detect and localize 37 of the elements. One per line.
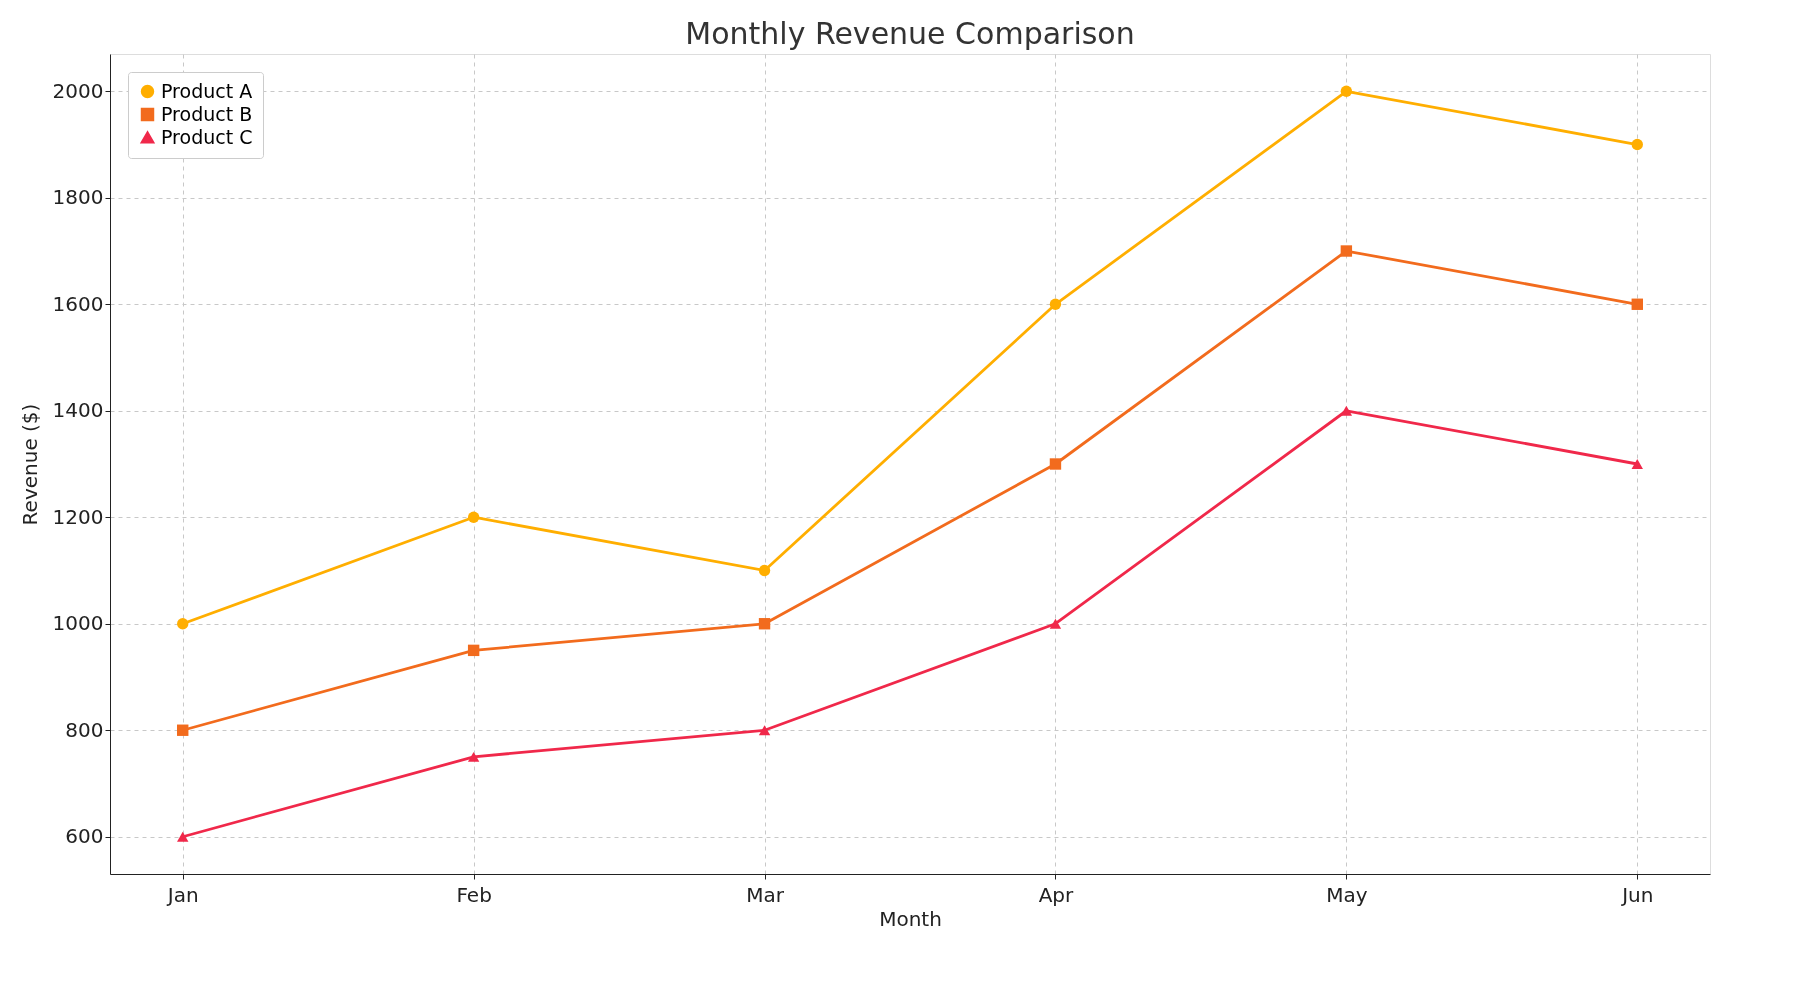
y-axis-title: Revenue ($) — [17, 403, 42, 526]
point — [1340, 85, 1353, 97]
point — [177, 724, 189, 736]
point — [467, 751, 480, 762]
point — [467, 644, 480, 657]
point — [1049, 458, 1062, 470]
legend-label: Product A — [161, 79, 253, 102]
x-tick-label: Jun — [1620, 882, 1654, 907]
point — [758, 564, 771, 577]
point — [177, 618, 189, 630]
x-tick-label: Apr — [1038, 882, 1075, 907]
point — [1631, 298, 1643, 310]
point — [467, 511, 480, 523]
point — [1340, 245, 1353, 257]
y-tick-label: 1400 — [52, 398, 104, 423]
y-tick-label: 1800 — [52, 185, 104, 210]
legend-label: Product B — [161, 102, 253, 125]
y-tick-label: 2000 — [52, 78, 104, 103]
point — [1049, 618, 1062, 629]
chart-title: Monthly Revenue Comparison — [685, 16, 1135, 51]
x-tick-label: Feb — [456, 882, 492, 907]
x-tick-label: May — [1326, 882, 1368, 907]
y-tick-label: 1000 — [52, 611, 104, 636]
y-tick-label: 800 — [65, 717, 104, 742]
point — [177, 831, 189, 842]
y-tick-label: 1600 — [52, 291, 104, 316]
y-tick-label: 1200 — [52, 504, 104, 529]
x-axis-title: Month — [879, 906, 942, 931]
x-tick-label: Mar — [746, 882, 785, 907]
point — [1049, 298, 1062, 310]
point — [758, 725, 771, 736]
point — [1631, 138, 1643, 151]
legend-label: Product C — [161, 125, 253, 148]
point — [758, 618, 771, 630]
y-tick-label: 600 — [65, 824, 104, 849]
point — [1631, 459, 1643, 469]
x-tick-label: Jan — [165, 882, 199, 907]
